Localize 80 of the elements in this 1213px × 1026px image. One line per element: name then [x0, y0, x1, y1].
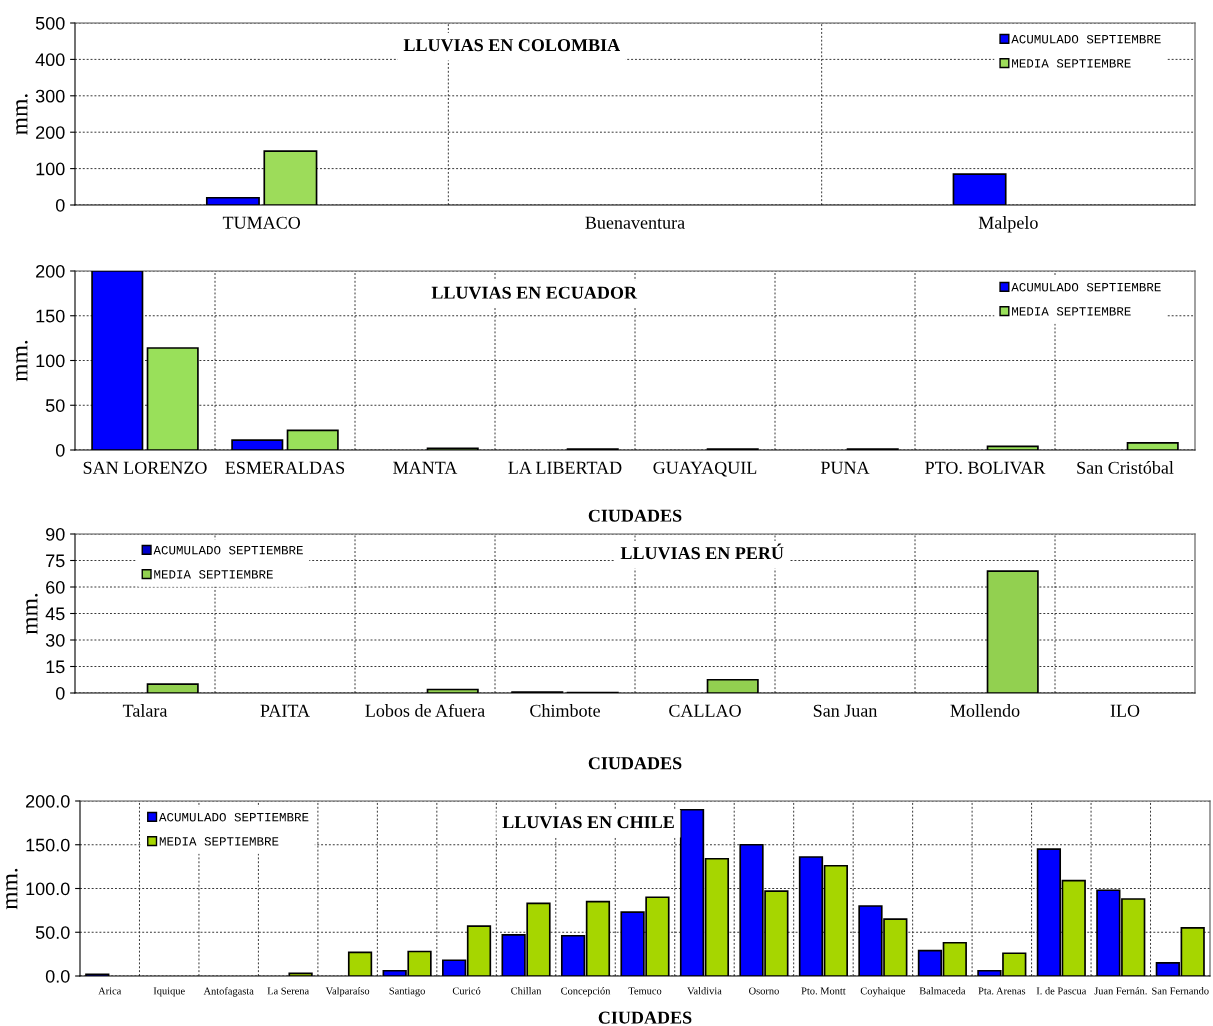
x-tick-label: CALLAO — [669, 704, 741, 717]
y-tick-label: 45 — [45, 607, 65, 621]
y-tick-label: 500 — [35, 16, 65, 30]
y-tick-label: 200.0 — [26, 794, 70, 808]
x-tick-label: Talara — [122, 704, 168, 717]
x-tick-label: PAITA — [260, 704, 310, 717]
y-tick-label: 50.0 — [35, 926, 70, 939]
text: LLUVIAS EN CHILE — [502, 816, 674, 829]
x-tick-label: San Cristóbal — [1077, 461, 1174, 474]
text: LLUVIAS EN ECUADOR — [431, 286, 638, 299]
y-tick-label: 90 — [46, 527, 65, 541]
x-tick-label: Iquique — [153, 987, 185, 997]
x-tick-label: PTO. BOLIVAR — [925, 461, 1046, 474]
x-tick-label: Chimbote — [530, 704, 600, 717]
y-tick-label: 200 — [36, 264, 65, 278]
x-tick-label: PUNA — [820, 461, 870, 474]
y-tick-label: 0 — [55, 686, 65, 700]
legend-label: ACUMULADO SEPTIEMBRE — [1011, 282, 1161, 292]
x-axis-title: CIUDADES — [598, 1011, 692, 1024]
y-axis-title: mm. — [16, 340, 28, 382]
x-tick-label: Balmaceda — [919, 987, 966, 995]
legend-label: ACUMULADO SEPTIEMBRE — [1011, 34, 1161, 44]
x-tick-label: Antofagasta — [203, 987, 254, 997]
x-tick-label: SAN LORENZO — [83, 461, 207, 474]
x-tick-label: ESMERALDAS — [225, 461, 345, 474]
x-tick-label: Valparaíso — [325, 987, 370, 997]
y-tick-label: 200 — [36, 126, 65, 139]
legend-label: MEDIA SEPTIEMBRE — [159, 837, 279, 846]
y-tick-label: 100 — [36, 354, 65, 368]
x-tick-label: La Serena — [267, 987, 309, 995]
x-tick-label: Curicó — [452, 987, 481, 995]
x-tick-label: Coyhaique — [860, 987, 906, 997]
x-tick-label: Arica — [98, 987, 122, 995]
y-axis-title: mm. — [26, 593, 38, 635]
y-tick-label: 60 — [46, 580, 65, 594]
legend-label: ACUMULADO SEPTIEMBRE — [153, 545, 303, 555]
y-tick-label: 400 — [35, 53, 65, 67]
x-tick-label: Santiago — [389, 987, 425, 997]
y-tick-label: 100 — [36, 162, 65, 176]
y-tick-label: 150.0 — [26, 838, 70, 852]
x-tick-label: Pto. Montt — [801, 987, 846, 995]
x-tick-label: Temuco — [628, 987, 662, 995]
x-tick-label: LA LIBERTAD — [508, 461, 622, 474]
legend-label: MEDIA SEPTIEMBRE — [154, 570, 273, 579]
y-tick-label: 300 — [35, 89, 65, 103]
x-tick-label: MANTA — [393, 461, 458, 474]
x-axis-title: CIUDADES — [588, 509, 682, 522]
y-tick-label: 0 — [55, 443, 65, 457]
x-tick-label: Concepción — [561, 987, 611, 997]
x-tick-label: Valdivia — [687, 987, 722, 995]
x-tick-label: Juan Fernán. — [1094, 987, 1147, 995]
x-axis-title: CIUDADES — [588, 757, 682, 770]
x-tick-label: San Fernando — [1152, 987, 1209, 995]
x-tick-label: GUAYAQUIL — [653, 461, 757, 477]
y-tick-label: 50 — [45, 399, 65, 412]
y-tick-label: 30 — [45, 633, 65, 647]
y-tick-label: 100.0 — [26, 882, 70, 896]
x-tick-label: Pta. Arenas — [978, 987, 1026, 995]
y-axis-title: mm. — [6, 868, 18, 910]
y-tick-label: 0.0 — [45, 969, 70, 983]
x-tick-label: Lobos de Afuera — [365, 703, 485, 717]
text: LLUVIAS EN COLOMBIA — [403, 39, 621, 52]
x-tick-label: Mollendo — [950, 704, 1020, 717]
x-tick-label: Osorno — [749, 987, 779, 995]
x-tick-label: I. de Pascua — [1036, 987, 1087, 995]
y-tick-label: 150 — [36, 309, 65, 323]
legend-label: MEDIA SEPTIEMBRE — [1012, 307, 1131, 316]
y-tick-label: 15 — [46, 660, 65, 674]
legend-label: MEDIA SEPTIEMBRE — [1012, 59, 1131, 68]
legend-label: ACUMULADO SEPTIEMBRE — [159, 812, 309, 822]
y-tick-label: 75 — [46, 554, 65, 568]
x-tick-label: Buenaventura — [585, 216, 685, 229]
chart-title: LLUVIAS EN PERÚ — [620, 543, 784, 560]
y-tick-label: 0 — [55, 198, 65, 212]
y-axis-title: mm. — [16, 94, 28, 135]
x-tick-label: TUMACO — [222, 216, 301, 229]
x-tick-label: San Juan — [813, 704, 878, 717]
x-tick-label: Chillan — [511, 987, 542, 995]
x-tick-label: ILO — [1110, 704, 1140, 717]
x-tick-label: Malpelo — [978, 216, 1038, 233]
